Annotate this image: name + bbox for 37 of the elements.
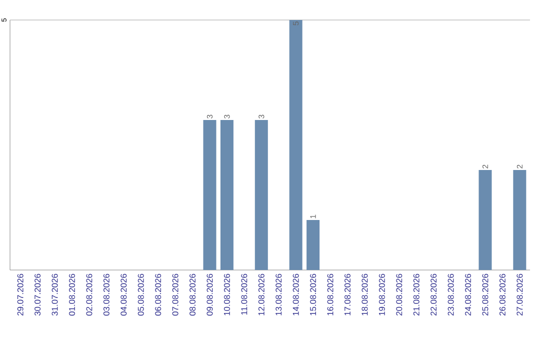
bar <box>203 120 216 270</box>
x-tick-label: 16.08.2026 <box>327 274 334 316</box>
x-tick-label: 12.08.2026 <box>258 274 264 316</box>
x-tick-label: 10.08.2026 <box>224 274 230 316</box>
x-tick-label: 14.08.2026 <box>292 274 299 316</box>
x-tick-label: 18.08.2026 <box>362 274 368 316</box>
bar <box>220 120 234 270</box>
x-tick-label: 02.08.2026 <box>86 274 92 316</box>
bar <box>478 170 492 270</box>
x-tick-label: 20.08.2026 <box>396 274 402 316</box>
x-tick-label: 03.08.2026 <box>103 274 110 316</box>
x-tick-label: 13.08.2026 <box>276 274 282 316</box>
x-tick-label: 30.07.2026 <box>34 274 41 316</box>
x-tick-label: 01.08.2026 <box>68 274 75 316</box>
bar <box>254 120 268 270</box>
x-tick-label: 05.08.2026 <box>138 274 144 316</box>
x-tick-label: 04.08.2026 <box>120 274 127 316</box>
x-tick-label: 07.08.2026 <box>172 274 178 316</box>
x-tick-label: 11.08.2026 <box>241 274 248 315</box>
x-tick-label: 23.08.2026 <box>448 274 454 316</box>
x-tick-label: 24.08.2026 <box>465 274 472 316</box>
bar <box>513 170 526 270</box>
x-tick-label: 25.08.2026 <box>482 274 488 316</box>
x-tick-label: 17.08.2026 <box>344 274 350 316</box>
x-tick-label: 09.08.2026 <box>206 274 213 316</box>
x-tick-label: 19.08.2026 <box>378 274 385 316</box>
x-tick-label: 06.08.2026 <box>155 274 162 316</box>
x-tick-label: 27.08.2026 <box>516 274 523 316</box>
x-tick-label: 22.08.2026 <box>430 274 437 316</box>
x-tick-label: 29.07.2026 <box>17 274 24 316</box>
x-tick-label: 31.07.2026 <box>52 274 58 316</box>
x-tick-label: 21.08.2026 <box>413 274 420 316</box>
bar <box>306 220 320 270</box>
bar <box>289 20 302 270</box>
x-tick-label: 26.08.2026 <box>499 274 506 316</box>
x-tick-label: 08.08.2026 <box>190 274 196 316</box>
x-tick-label: 15.08.2026 <box>310 274 316 316</box>
